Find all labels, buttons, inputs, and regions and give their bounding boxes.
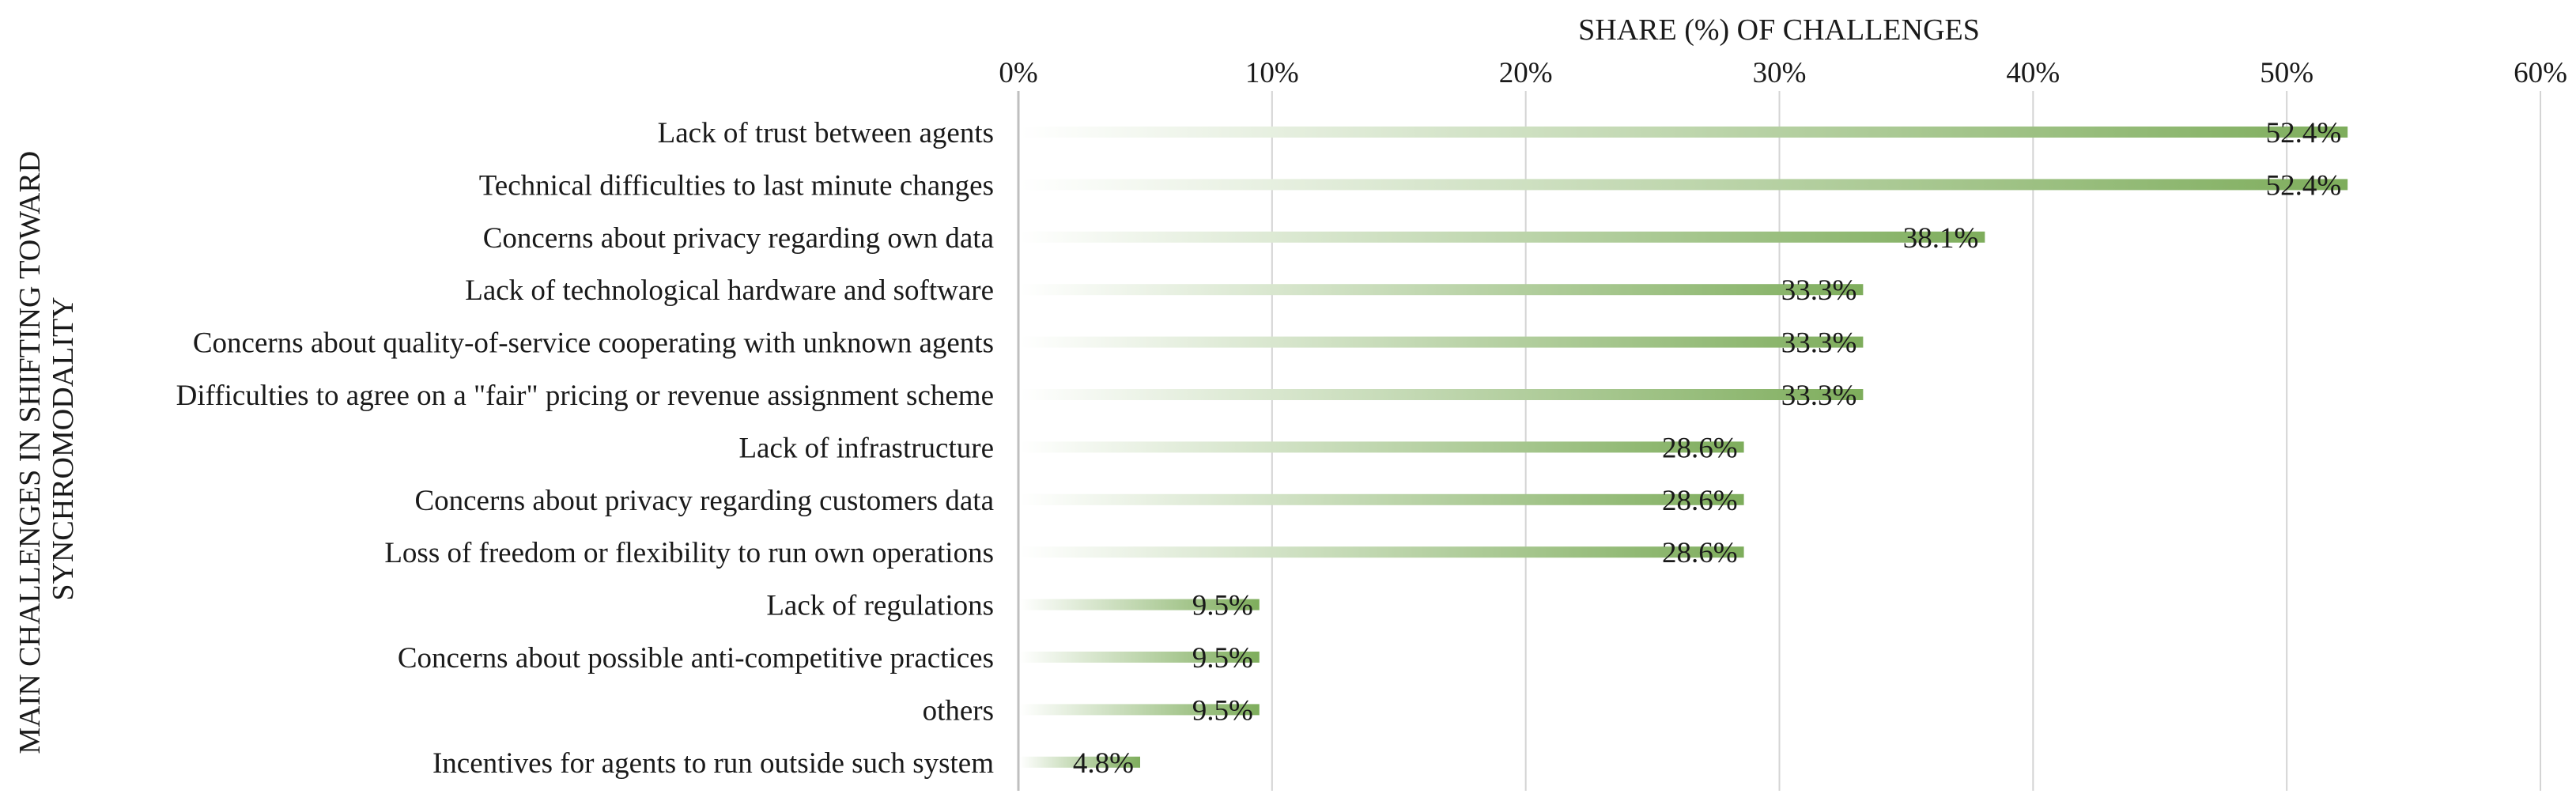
x-tick-label: 60% — [2514, 57, 2567, 89]
category-labels: Lack of trust between agents Technical di… — [176, 117, 995, 780]
bar — [1020, 546, 1744, 558]
data-label: 28.6% — [1662, 432, 1738, 464]
x-tick-label: 30% — [1753, 57, 1807, 89]
category-label: Difficulties to agree on a "fair" pricin… — [176, 380, 994, 412]
category-label: Loss of freedom or flexibility to run ow… — [384, 537, 994, 569]
data-label: 9.5% — [1192, 590, 1253, 622]
bar — [1020, 704, 1260, 716]
data-label: 9.5% — [1192, 694, 1253, 727]
bar — [1020, 179, 2348, 191]
data-label: 52.4% — [2266, 169, 2342, 202]
x-tick-label: 10% — [1245, 57, 1299, 89]
category-label: others — [923, 694, 994, 727]
data-label: 9.5% — [1192, 642, 1253, 675]
data-label: 33.3% — [1781, 274, 1857, 307]
x-tick-label: 40% — [2006, 57, 2060, 89]
bar — [1020, 336, 1864, 348]
data-label: 28.6% — [1662, 537, 1738, 569]
x-tick-label: 50% — [2260, 57, 2313, 89]
data-label: 33.3% — [1781, 327, 1857, 360]
x-tick-label: 20% — [1499, 57, 1553, 89]
data-label: 38.1% — [1903, 222, 1979, 255]
chart-title: SHARE (%) OF CHALLENGES — [1578, 13, 1980, 47]
bar — [1020, 599, 1260, 610]
category-label: Concerns about quality-of-service cooper… — [193, 327, 994, 360]
category-label: Concerns about privacy regarding custome… — [414, 485, 994, 517]
bar — [1020, 756, 1140, 768]
category-label: Lack of infrastructure — [738, 432, 994, 464]
bar — [1020, 284, 1864, 296]
bar — [1020, 493, 1744, 505]
category-label: Incentives for agents to run outside suc… — [432, 747, 994, 780]
category-label: Lack of trust between agents — [658, 117, 994, 149]
data-label: 28.6% — [1662, 485, 1738, 517]
category-label: Lack of technological hardware and softw… — [465, 274, 994, 307]
data-label: 4.8% — [1073, 747, 1134, 780]
bar — [1020, 389, 1864, 400]
category-label: Lack of regulations — [766, 590, 994, 622]
category-label: Concerns about possible anti-competitive… — [398, 642, 994, 675]
y-axis-title-line-2: SYNCHROMODALITY — [47, 297, 80, 600]
bar — [1020, 652, 1260, 663]
data-label: 33.3% — [1781, 380, 1857, 412]
gridlines — [1017, 91, 2541, 791]
data-labels: 52.4% 52.4% 38.1% 33.3% 33.3% 33.3% 28.6% 28.6%… — [1073, 117, 2341, 780]
y-axis-title: MAIN CHALLENGES IN SHIFTING TOWARD SYNCH… — [13, 143, 80, 754]
bar — [1020, 127, 2348, 138]
data-label: 52.4% — [2266, 117, 2342, 149]
x-axis-ticks: 0% 10% 20% 30% 40% 50% 60% — [999, 57, 2567, 89]
category-label: Concerns about privacy regarding own dat… — [483, 222, 994, 255]
y-axis-title-line-1: MAIN CHALLENGES IN SHIFTING TOWARD — [13, 151, 47, 754]
bars — [1020, 127, 2348, 768]
category-label: Technical difficulties to last minute ch… — [479, 169, 994, 202]
bar — [1020, 441, 1744, 453]
x-tick-label: 0% — [999, 57, 1037, 89]
bar — [1020, 231, 1985, 243]
